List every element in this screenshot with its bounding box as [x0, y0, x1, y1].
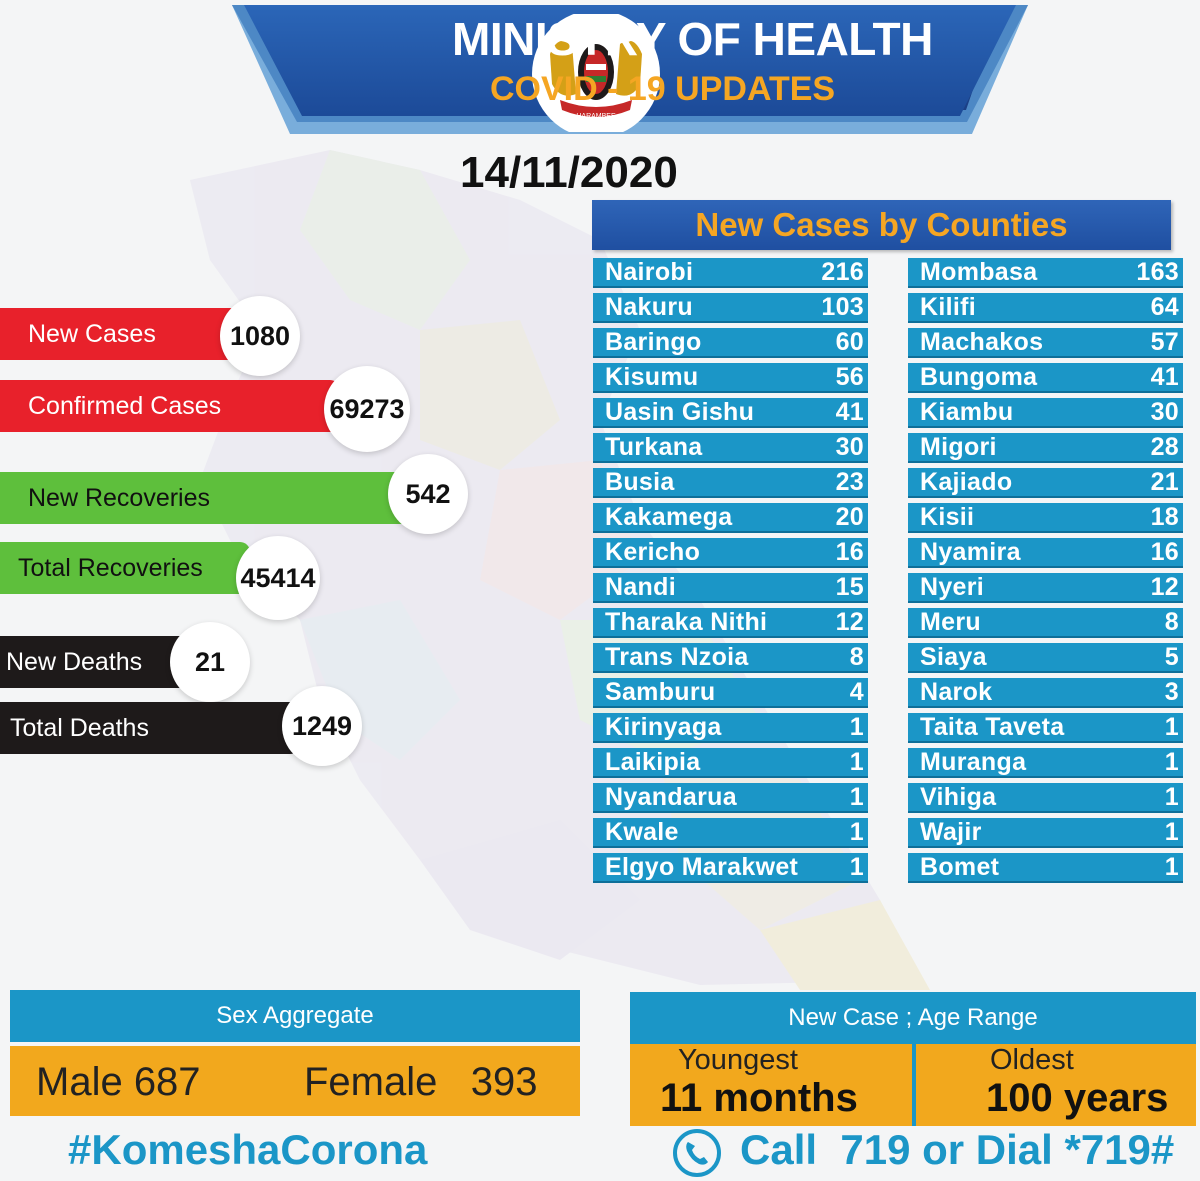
county-row: Kirinyaga 1 [593, 713, 868, 743]
county-row: Mombasa 163 [908, 258, 1183, 288]
county-row: Kakamega 20 [593, 503, 868, 533]
age-range-body: Youngest 11 months Oldest 100 years [630, 1044, 1196, 1126]
total-recoveries-label: Total Recoveries [18, 553, 203, 582]
county-row: Elgyo Marakwet 1 [593, 853, 868, 883]
new-deaths-bar: New Deaths [0, 636, 190, 688]
new-cases-label: New Cases [28, 319, 156, 348]
youngest-label: Youngest [678, 1044, 798, 1076]
female-count: Female 393 [304, 1060, 538, 1104]
county-row: Nakuru 103 [593, 293, 868, 323]
new-recoveries-bar: New Recoveries [0, 472, 410, 524]
header-title: MINISTRY OF HEALTH [452, 13, 933, 65]
counties-title: New Cases by Counties [592, 200, 1171, 250]
county-row: Siaya 5 [908, 643, 1183, 673]
county-row: Kericho 16 [593, 538, 868, 568]
total-deaths-value: 1249 [282, 686, 362, 766]
county-row: Kilifi 64 [908, 293, 1183, 323]
confirmed-cases-bar: Confirmed Cases [0, 380, 340, 432]
county-row: Bomet 1 [908, 853, 1183, 883]
youngest-value: 11 months [660, 1076, 858, 1120]
county-row: Uasin Gishu 41 [593, 398, 868, 428]
county-row: Nandi 15 [593, 573, 868, 603]
report-date: 14/11/2020 [460, 148, 678, 197]
new-cases-bar: New Cases [0, 308, 240, 360]
county-row: Wajir 1 [908, 818, 1183, 848]
oldest-value: 100 years [986, 1076, 1169, 1120]
age-divider [912, 1044, 916, 1126]
hashtag: #KomeshaCorona [68, 1126, 428, 1173]
counties-left-column: Nairobi 216 Nakuru 103 Baringo 60 Kisumu 56 … [593, 258, 868, 888]
county-row: Muranga 1 [908, 748, 1183, 778]
oldest-label: Oldest [990, 1044, 1074, 1076]
total-recoveries-bar: Total Recoveries [0, 542, 250, 594]
county-row: Nyamira 16 [908, 538, 1183, 568]
county-row: Kisumu 56 [593, 363, 868, 393]
county-row: Vihiga 1 [908, 783, 1183, 813]
confirmed-cases-value: 69273 [324, 366, 410, 452]
county-row: Kiambu 30 [908, 398, 1183, 428]
county-row: Busia 23 [593, 468, 868, 498]
total-deaths-bar: Total Deaths [0, 702, 300, 754]
header-banner: HARAMBEE MINISTRY OF HEALTH COVID - 19 U… [232, 0, 1028, 135]
county-row: Tharaka Nithi 12 [593, 608, 868, 638]
new-deaths-value: 21 [170, 622, 250, 702]
county-row: Kisii 18 [908, 503, 1183, 533]
county-row: Trans Nzoia 8 [593, 643, 868, 673]
new-cases-value: 1080 [220, 296, 300, 376]
county-row: Baringo 60 [593, 328, 868, 358]
county-row: Kwale 1 [593, 818, 868, 848]
phone-icon [673, 1129, 721, 1177]
total-recoveries-value: 45414 [236, 536, 320, 620]
new-deaths-label: New Deaths [6, 647, 143, 676]
header-subtitle: COVID - 19 UPDATES [490, 70, 836, 108]
county-row: Laikipia 1 [593, 748, 868, 778]
county-row: Nyandarua 1 [593, 783, 868, 813]
county-row: Bungoma 41 [908, 363, 1183, 393]
county-row: Samburu 4 [593, 678, 868, 708]
confirmed-cases-label: Confirmed Cases [28, 391, 222, 420]
county-row: Kajiado 21 [908, 468, 1183, 498]
county-row: Migori 28 [908, 433, 1183, 463]
county-row: Nyeri 12 [908, 573, 1183, 603]
county-row: Narok 3 [908, 678, 1183, 708]
coat-of-arms-emblem: HARAMBEE [530, 14, 662, 132]
county-row: Turkana 30 [593, 433, 868, 463]
sex-aggregate-title: Sex Aggregate [10, 990, 580, 1042]
sex-aggregate-body: Male 687 Female 393 [10, 1046, 580, 1116]
county-row: Taita Taveta 1 [908, 713, 1183, 743]
new-recoveries-label: New Recoveries [28, 483, 211, 512]
counties-right-column: Mombasa 163 Kilifi 64 Machakos 57 Bungoma 41… [908, 258, 1183, 888]
total-deaths-label: Total Deaths [10, 713, 149, 742]
call-hotline: Call 719 or Dial *719# [740, 1126, 1175, 1173]
county-row: Meru 8 [908, 608, 1183, 638]
county-row: Nairobi 216 [593, 258, 868, 288]
new-recoveries-value: 542 [388, 454, 468, 534]
county-row: Machakos 57 [908, 328, 1183, 358]
male-count: Male 687 [36, 1060, 201, 1104]
svg-text:HARAMBEE: HARAMBEE [576, 113, 616, 120]
age-range-title: New Case ; Age Range [630, 992, 1196, 1044]
